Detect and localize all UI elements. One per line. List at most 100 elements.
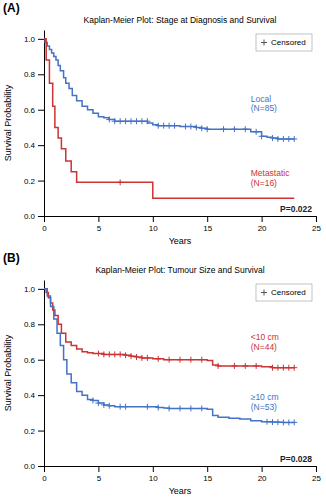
tick: 0.4 [24,141,44,150]
legend-marker [261,290,267,296]
censor-marker [280,419,286,425]
tick-mark [38,110,44,111]
x-axis: 0 5 10 15 20 25 [42,216,321,233]
censor-marker [286,136,292,142]
censor-marker [280,136,286,142]
censor-marker [123,352,129,358]
tick: 20 [258,216,267,233]
panel-label: (A) [3,1,20,15]
marks [44,39,297,198]
plot-area: 05101520250.00.20.40.60.81.0<10 cm(N=44)… [24,281,322,483]
tick-label: 0.4 [24,141,36,150]
tick-mark [153,466,154,472]
tick: 15 [203,466,212,483]
legend-label: Censored [271,38,306,47]
legend-frame [256,284,312,301]
censor-marker [199,357,205,363]
censor-marker [144,118,150,124]
censor-marker [101,402,107,408]
tick-label: 1.0 [24,285,36,294]
censor-marker [106,403,112,409]
censor-marker [117,404,123,410]
censor-marker [221,126,227,132]
survival-curve [44,39,294,139]
censor-marker [123,404,129,410]
tick-label: 0.6 [24,356,36,365]
y-axis: 0.00.20.40.60.81.0 [24,31,45,222]
tick: 0.6 [24,106,44,115]
censor-marker [139,118,145,124]
tick-mark [207,216,208,222]
tick: 10 [149,216,158,233]
censor-marker [182,124,188,130]
tick-label: 25 [312,474,321,483]
series-label: Local(N=85) [251,94,277,114]
tick-label: 25 [312,224,321,233]
tick-mark [262,216,263,222]
censor-marker [275,419,281,425]
tick-mark [44,216,45,222]
censor-marker [280,365,286,371]
censor-marker [242,126,248,132]
censor-marker [155,405,161,411]
censor-marker [133,354,139,360]
survival-curve [44,289,294,423]
y-axis: 0.00.20.40.60.81.0 [24,281,45,472]
tick: 25 [312,216,321,233]
censor-marker [123,118,129,124]
censor-marker [128,353,134,359]
tick-label: 0.6 [24,106,36,115]
x-axis: 0510152025 [42,466,321,483]
tick-label: 5 [97,224,102,233]
censor-marker [90,397,96,403]
tick-mark [207,466,208,472]
legend: Censored [256,284,312,301]
tick-mark [316,466,317,472]
censor-marker [117,118,123,124]
tick-label: 0.2 [24,177,36,186]
tick-label: 20 [258,474,267,483]
tick-label: 0.2 [24,427,36,436]
survival-curve [44,39,294,198]
tick: 1.0 [24,35,44,44]
tick-label: 0.0 [24,462,36,471]
tick-mark [38,39,44,40]
tick-mark [38,289,44,290]
censor-marker [231,126,237,132]
tick-mark [262,466,263,472]
axis-line [45,466,317,467]
censor-marker [106,351,112,357]
tick-label: 15 [203,224,212,233]
x-axis-title: Years [169,236,192,246]
censor-marker [204,126,210,132]
y-axis-title: Survival Probability [3,334,13,411]
censor-marker [269,419,275,425]
tick-mark [153,216,154,222]
censor-marker [291,419,297,425]
censor-marker [101,351,107,357]
tick-label: 10 [149,474,158,483]
tick: 0 [42,216,47,233]
tick-mark [38,74,44,75]
tick: 1.0 [24,285,44,294]
censor-marker [193,124,199,130]
tick: 25 [312,466,321,483]
censor-marker [117,351,123,357]
series-label: ≥10 cm(N=53) [251,392,279,412]
censor-marker [215,363,221,369]
censor-marker [117,179,123,185]
censor-marker [188,357,194,363]
censor-marker [286,365,292,371]
censor-marker [231,363,237,369]
tick-mark [38,431,44,432]
axis-line [45,216,317,217]
tick-mark [38,360,44,361]
tick-label: 0.4 [24,391,36,400]
censor-marker [166,405,172,411]
censor-marker [155,356,161,362]
tick: 0.2 [24,427,44,436]
legend-label: Censored [271,288,306,297]
censor-marker [188,405,194,411]
tick-mark [98,466,99,472]
tick-label: 0.8 [24,70,36,79]
